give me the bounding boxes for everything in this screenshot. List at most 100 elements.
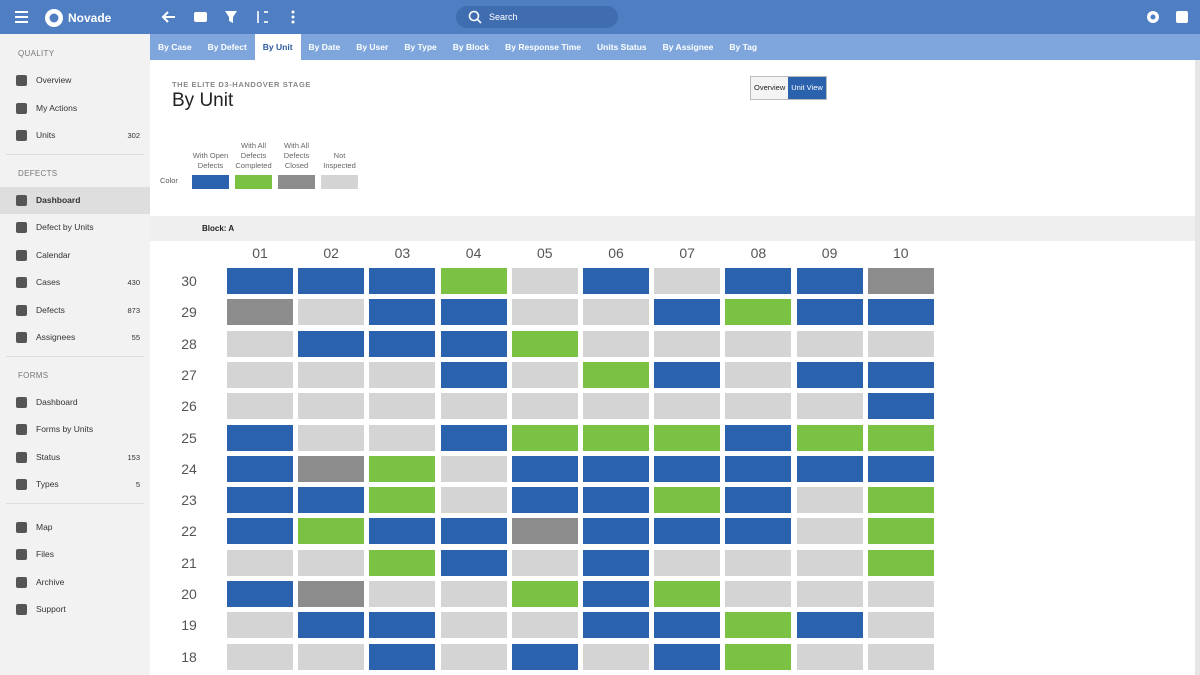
unit-cell[interactable]: [298, 393, 365, 420]
unit-cell[interactable]: [796, 643, 863, 670]
unit-cell[interactable]: [511, 518, 578, 545]
unit-cell[interactable]: [654, 330, 721, 357]
unit-cell[interactable]: [369, 581, 436, 607]
unit-cell[interactable]: [511, 299, 578, 326]
unit-cell[interactable]: [796, 581, 863, 607]
sidebar-item[interactable]: Defect by Units: [0, 214, 150, 242]
tab[interactable]: By Assignee: [662, 42, 714, 52]
unit-cell[interactable]: [725, 612, 792, 639]
sidebar-item[interactable]: Files: [0, 541, 150, 569]
unit-cell[interactable]: [725, 518, 792, 545]
unit-cell[interactable]: [369, 612, 436, 639]
back-button[interactable]: [161, 11, 175, 23]
tab[interactable]: By Case: [158, 42, 192, 52]
unit-cell[interactable]: [440, 393, 507, 420]
unit-cell[interactable]: [725, 393, 792, 420]
sidebar-item[interactable]: Archive: [0, 569, 150, 597]
unit-cell[interactable]: [654, 487, 721, 514]
unit-cell[interactable]: [369, 455, 436, 482]
unit-cell[interactable]: [796, 518, 863, 545]
unit-cell[interactable]: [298, 268, 365, 294]
unit-cell[interactable]: [796, 455, 863, 482]
unit-cell[interactable]: [227, 549, 293, 576]
unit-cell[interactable]: [298, 299, 365, 326]
unit-cell[interactable]: [511, 393, 578, 420]
unit-cell[interactable]: [511, 455, 578, 482]
unit-cell[interactable]: [369, 549, 436, 576]
unit-cell[interactable]: [511, 424, 578, 451]
unit-cell[interactable]: [227, 299, 293, 326]
unit-cell[interactable]: [867, 393, 934, 420]
sidebar-item[interactable]: Defects 873: [0, 297, 150, 325]
unit-cell[interactable]: [725, 268, 792, 294]
unit-cell[interactable]: [654, 549, 721, 576]
unit-cell[interactable]: [298, 424, 365, 451]
sidebar-item[interactable]: Overview: [0, 67, 150, 95]
unit-cell[interactable]: [440, 268, 507, 294]
more-button[interactable]: [291, 10, 295, 24]
sidebar-item[interactable]: Map: [0, 514, 150, 542]
sidebar-item[interactable]: Dashboard: [0, 186, 150, 214]
unit-cell[interactable]: [867, 424, 934, 451]
unit-cell[interactable]: [369, 393, 436, 420]
sidebar-item[interactable]: Status 153: [0, 444, 150, 472]
unit-cell[interactable]: [298, 518, 365, 545]
unit-cell[interactable]: [298, 643, 365, 670]
unit-cell[interactable]: [796, 268, 863, 294]
unit-cell[interactable]: [583, 643, 649, 670]
sidebar-item[interactable]: Types 5: [0, 471, 150, 499]
unit-cell[interactable]: [440, 487, 507, 514]
unit-cell[interactable]: [227, 581, 293, 607]
unit-cell[interactable]: [796, 361, 863, 388]
unit-cell[interactable]: [583, 361, 649, 388]
unit-cell[interactable]: [867, 268, 934, 294]
tab[interactable]: By Date: [308, 42, 341, 52]
unit-cell[interactable]: [867, 643, 934, 670]
unit-cell[interactable]: [511, 549, 578, 576]
unit-cell[interactable]: [227, 612, 293, 639]
unit-cell[interactable]: [298, 455, 365, 482]
unit-cell[interactable]: [298, 330, 365, 357]
unit-cell[interactable]: [440, 455, 507, 482]
unit-cell[interactable]: [796, 393, 863, 420]
filter-button[interactable]: [225, 11, 237, 23]
unit-cell[interactable]: [867, 549, 934, 576]
unit-cell[interactable]: [867, 487, 934, 514]
unit-cell[interactable]: [654, 393, 721, 420]
tab[interactable]: By User: [356, 42, 389, 52]
unit-cell[interactable]: [583, 612, 649, 639]
unit-cell[interactable]: [725, 361, 792, 388]
unit-cell[interactable]: [796, 424, 863, 451]
unit-cell[interactable]: [511, 330, 578, 357]
sidebar-item[interactable]: Calendar: [0, 242, 150, 270]
tab[interactable]: By Response Time: [505, 42, 582, 52]
search-box[interactable]: [456, 6, 618, 28]
unit-cell[interactable]: [796, 299, 863, 326]
unit-cell[interactable]: [511, 361, 578, 388]
unit-cell[interactable]: [440, 299, 507, 326]
unit-cell[interactable]: [867, 330, 934, 357]
unit-cell[interactable]: [796, 487, 863, 514]
unit-cell[interactable]: [440, 612, 507, 639]
unit-cell[interactable]: [298, 581, 365, 607]
unit-cell[interactable]: [725, 487, 792, 514]
unit-cell[interactable]: [583, 487, 649, 514]
unit-cell[interactable]: [227, 268, 293, 294]
unit-cell[interactable]: [227, 643, 293, 670]
unit-cell[interactable]: [227, 393, 293, 420]
unit-cell[interactable]: [583, 581, 649, 607]
unit-cell[interactable]: [511, 581, 578, 607]
unit-cell[interactable]: [440, 424, 507, 451]
unit-cell[interactable]: [227, 487, 293, 514]
unit-cell[interactable]: [511, 643, 578, 670]
unit-cell[interactable]: [440, 330, 507, 357]
unit-cell[interactable]: [511, 487, 578, 514]
tab[interactable]: By Unit: [254, 34, 301, 60]
unit-cell[interactable]: [583, 455, 649, 482]
tab[interactable]: By Type: [404, 42, 437, 52]
unit-cell[interactable]: [654, 518, 721, 545]
unit-cell[interactable]: [440, 643, 507, 670]
toggle-button[interactable]: Unit View: [788, 77, 826, 99]
unit-cell[interactable]: [725, 299, 792, 326]
unit-cell[interactable]: [440, 581, 507, 607]
